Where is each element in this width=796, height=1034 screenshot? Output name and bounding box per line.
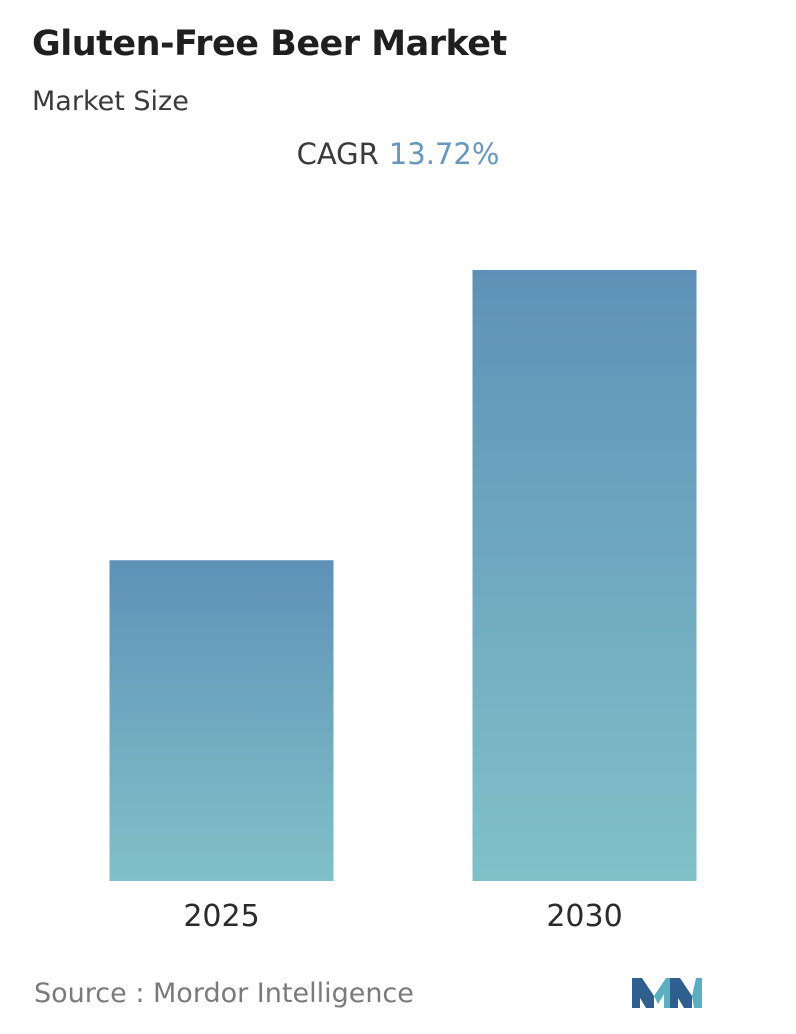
cagr-label: CAGR — [296, 137, 379, 171]
x-tick-label-2025: 2025 — [183, 899, 259, 934]
x-tick-label-2030: 2030 — [546, 899, 622, 934]
x-tick-labels: 2025 2030 — [183, 899, 622, 934]
bar-group — [109, 270, 697, 881]
bar-2025 — [109, 560, 334, 881]
source-name: Mordor Intelligence — [153, 978, 414, 1009]
mordor-intelligence-logo-icon — [632, 978, 702, 1008]
source-line: Source : Mordor Intelligence — [34, 978, 414, 1009]
cagr-value: 13.72% — [388, 137, 500, 171]
chart-title: Gluten-Free Beer Market — [32, 24, 507, 64]
chart-subtitle: Market Size — [32, 86, 189, 117]
source-label: Source : — [34, 978, 145, 1009]
cagr-annotation: CAGR 13.72% — [0, 137, 796, 171]
bar-2030 — [472, 270, 697, 881]
